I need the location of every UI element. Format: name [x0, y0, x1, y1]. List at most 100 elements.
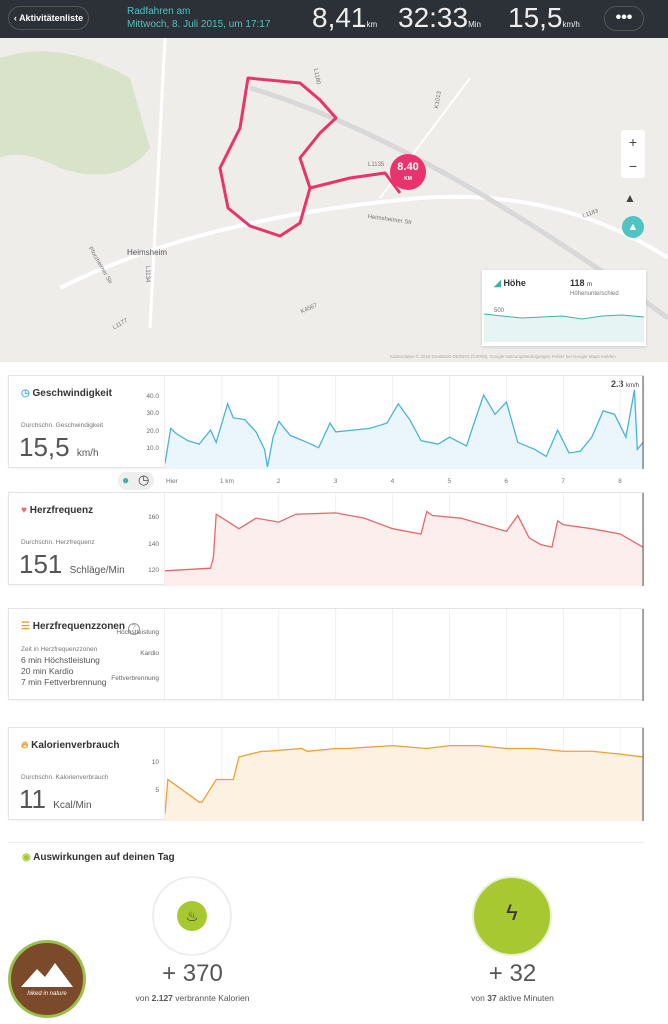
- heart-zones-chart[interactable]: [165, 609, 645, 701]
- duration-stat: 32:33Min: [398, 2, 481, 34]
- elevation-title: Höhe: [503, 278, 526, 288]
- marker-value: 8.40: [397, 161, 419, 173]
- minutes-added: + 32: [488, 960, 537, 987]
- y-tick-label: Kardio: [140, 650, 159, 657]
- zone-time-cardio: 20 min Kardio: [21, 666, 74, 676]
- heart-avg-value: 151: [19, 549, 63, 579]
- min-pre: von: [471, 993, 488, 1003]
- cal-pre: von: [135, 993, 152, 1003]
- speed-unit: km/h: [562, 20, 580, 29]
- speed-current: 2.3 km/h: [611, 379, 639, 389]
- series-line: [165, 389, 644, 468]
- time-axis-icon[interactable]: ◷: [138, 472, 150, 487]
- flame-icon: 🔥︎: [21, 740, 29, 751]
- series-area: [165, 511, 643, 586]
- series-area: [165, 389, 643, 469]
- zoom-out-button[interactable]: −: [628, 158, 638, 174]
- duration-value: 32:33: [398, 2, 469, 33]
- heart-zones-card: ☰ Herzfrequenzzonen ? Zeit in Herzfreque…: [8, 608, 645, 701]
- zones-title: Herzfrequenzzonen: [32, 621, 125, 632]
- speed-avg-value: 15,5: [19, 432, 70, 462]
- flame-badge-icon: ♨: [177, 901, 207, 931]
- lightning-icon: ϟ: [506, 900, 518, 925]
- speed-stat: 15,5km/h: [508, 2, 580, 34]
- impact-title: Auswirkungen auf deinen Tag: [33, 852, 175, 863]
- heart-avg-label: Durchschn. Herzfrequenz: [21, 539, 95, 546]
- speed-current-unit: km/h: [625, 383, 639, 389]
- series-line: [165, 510, 644, 572]
- minutes-caption: von 37 aktive Minuten: [420, 993, 605, 1003]
- heart-title: Herzfrequenz: [29, 505, 94, 516]
- x-tick-label: 2: [276, 478, 281, 485]
- calories-chart[interactable]: [165, 728, 645, 821]
- top-bar: ‹ Aktivitätenliste Radfahren am Mittwoch,…: [0, 0, 668, 38]
- activity-date: Mittwoch, 8. Juli 2015, um 17:17: [127, 19, 271, 30]
- calories-ring: ♨: [152, 876, 232, 956]
- x-tick-label: Hier: [166, 478, 178, 485]
- zoom-controls: + −: [621, 130, 645, 178]
- kcal-title: Kalorienverbrauch: [31, 740, 120, 751]
- y-tick-label: 10.0: [146, 445, 159, 453]
- elevation-panel: ◢ Höhe 118 m Höhenunterschied 500 250: [482, 270, 646, 346]
- heart-avg-unit: Schläge/Min: [69, 565, 125, 576]
- elevation-label: Höhenunterschied: [570, 291, 619, 297]
- speed-card: ◷ Geschwindigkeit Durchschn. Geschwindig…: [8, 375, 645, 469]
- calories-card: 🔥︎ Kalorienverbrauch Durchschn. Kalorien…: [8, 727, 645, 821]
- target-icon: ◉: [22, 852, 31, 863]
- help-button[interactable]: ?: [127, 623, 140, 635]
- x-tick-label: 5: [447, 478, 452, 485]
- elevation-unit: m: [587, 282, 593, 288]
- heart-icon: ♥: [21, 505, 27, 516]
- road-label: L1135: [368, 162, 385, 168]
- speed-chart[interactable]: [165, 376, 645, 469]
- x-tick-label: 1 km: [219, 478, 234, 485]
- heart-rate-card: ♥ Herzfrequenz Durchschn. Herzfrequenz 1…: [8, 492, 645, 586]
- zones-label: Zeit in Herzfrequenzzonen: [21, 646, 98, 653]
- kcal-avg-unit: Kcal/Min: [53, 800, 92, 811]
- navigation-icon[interactable]: ▲: [622, 216, 644, 238]
- distance-axis-icon[interactable]: ●: [122, 473, 130, 487]
- kcal-avg-label: Durchschn. Kalorienverbrauch: [21, 774, 109, 781]
- clock-icon: ◷: [21, 388, 30, 399]
- road: [148, 38, 167, 329]
- forest-area: [0, 51, 150, 175]
- x-tick-label: 8: [618, 478, 622, 485]
- y-tick-label: Höchstleistung: [116, 629, 159, 636]
- speed-current-value: 2.3: [610, 379, 624, 389]
- speed-summary: ◷ Geschwindigkeit Durchschn. Geschwindig…: [9, 376, 165, 467]
- speed-title: Geschwindigkeit: [32, 388, 112, 399]
- elevation-chart: [483, 313, 645, 342]
- distance-unit: km: [366, 20, 378, 29]
- min-post: aktive Minuten: [496, 993, 554, 1003]
- distance-marker[interactable]: 8.40 KM: [390, 154, 426, 190]
- x-tick-label: 6: [504, 478, 509, 485]
- road: [59, 194, 668, 290]
- zone-time-peak: 6 min Höchstleistung: [21, 655, 100, 665]
- speed-avg-unit: km/h: [76, 448, 99, 459]
- heart-rate-chart[interactable]: [165, 493, 645, 586]
- zoom-in-button[interactable]: +: [628, 134, 638, 150]
- activity-info: Radfahren am Mittwoch, 8. Juli 2015, um 1…: [127, 5, 270, 31]
- map-attribution[interactable]: Kartendaten © 2015 GeoBasis-DE/BKG (©200…: [390, 354, 616, 359]
- mountain-logo: [21, 963, 73, 987]
- calories-added: + 370: [162, 960, 223, 987]
- y-tick-label: 10: [151, 758, 159, 766]
- series-line: [165, 744, 644, 814]
- distance-stat: 8,41km: [312, 2, 377, 34]
- route-map[interactable]: L1180 L1134 L1135 L1183 K1013 K4567 L117…: [0, 38, 668, 362]
- min-total: 37: [487, 993, 497, 1003]
- divider: [8, 842, 644, 843]
- elevation-value: 118: [570, 278, 585, 288]
- y-tick-label: 40.0: [146, 392, 159, 400]
- terrain-icon[interactable]: ▲: [624, 191, 636, 205]
- activity-type: Radfahren am: [127, 6, 191, 17]
- road-label: L1134: [144, 266, 150, 283]
- kcal-avg-value: 11: [19, 784, 46, 814]
- speed-value: 15,5: [508, 2, 563, 33]
- y-tick-label: 20.0: [146, 427, 159, 435]
- x-tick-label: 3: [333, 478, 338, 485]
- more-options-button[interactable]: •••: [604, 6, 644, 31]
- duration-unit: Min: [468, 20, 481, 29]
- x-tick-label: 7: [561, 478, 565, 485]
- back-to-activity-list-button[interactable]: ‹ Aktivitätenliste: [8, 6, 89, 30]
